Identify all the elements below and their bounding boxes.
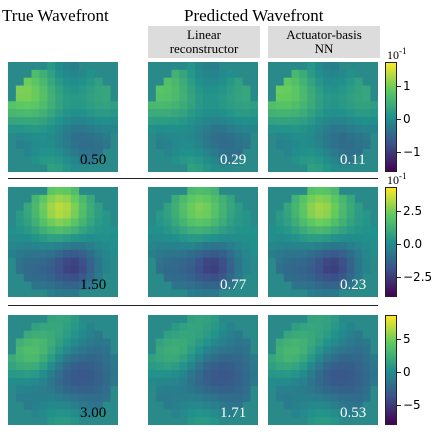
wavefront-panel-nn-row1 <box>268 62 378 172</box>
wavefront-panel-linear-row3 <box>148 315 258 425</box>
colorbar-exponent-row2: 10-1 <box>387 171 407 187</box>
row-separator-1 <box>8 178 378 179</box>
colorbar-tick-row1 <box>397 86 401 88</box>
true-wavefront-title: True Wavefront <box>2 6 109 25</box>
colorbar-tick-row3 <box>397 372 401 374</box>
error-value-true-row3: 3.00 <box>80 405 107 421</box>
colorbar-tick-row1 <box>397 119 401 121</box>
colorbar-tick-label-row1: −1 <box>403 145 421 160</box>
colorbar-tick-label-row1: 1 <box>403 79 411 94</box>
wavefront-panel-nn-row3 <box>268 315 378 425</box>
colorbar-tick-label-row2: 0.0 <box>403 237 423 252</box>
column-header-linear: Linear reconstructor <box>148 26 260 58</box>
colorbar-tick-label-row2: 2.5 <box>403 204 423 219</box>
colorbar-row2 <box>385 187 397 297</box>
colorbar-row3 <box>385 315 397 425</box>
column-header-nn: Actuator-basis NN <box>268 26 380 58</box>
error-value-linear-row2: 0.77 <box>220 277 247 293</box>
error-value-true-row2: 1.50 <box>80 277 107 293</box>
colorbar-row1 <box>385 62 397 172</box>
colorbar-tick-label-row3: 0 <box>403 365 411 380</box>
wavefront-panel-linear-row1 <box>148 62 258 172</box>
row-separator-2 <box>8 305 378 306</box>
error-value-linear-row3: 1.71 <box>220 405 247 421</box>
wavefront-panel-nn-row2 <box>268 187 378 297</box>
colorbar-tick-row3 <box>397 339 401 341</box>
colorbar-tick-label-row3: −5 <box>403 398 421 413</box>
wavefront-panel-true-row3 <box>8 315 118 425</box>
colorbar-tick-label-row1: 0 <box>403 112 411 127</box>
colorbar-tick-row1 <box>397 152 401 154</box>
error-value-nn-row3: 0.53 <box>340 405 367 421</box>
colorbar-tick-row3 <box>397 405 401 407</box>
error-value-linear-row1: 0.29 <box>220 152 247 168</box>
column-header-nn-label: Actuator-basis NN <box>286 27 362 56</box>
colorbar-tick-row2 <box>397 244 401 246</box>
error-value-true-row1: 0.50 <box>80 152 107 168</box>
wavefront-panel-true-row2 <box>8 187 118 297</box>
colorbar-tick-row2 <box>397 211 401 213</box>
colorbar-tick-label-row2: −2.5 <box>403 270 433 285</box>
column-header-linear-label: Linear reconstructor <box>169 27 239 56</box>
wavefront-panel-true-row1 <box>8 62 118 172</box>
error-value-nn-row2: 0.23 <box>340 277 367 293</box>
predicted-wavefront-title: Predicted Wavefront <box>184 6 324 25</box>
colorbar-tick-label-row3: 5 <box>403 332 411 347</box>
error-value-nn-row1: 0.11 <box>340 152 366 168</box>
colorbar-tick-row2 <box>397 277 401 279</box>
wavefront-panel-linear-row2 <box>148 187 258 297</box>
colorbar-exponent-row1: 10-1 <box>387 46 407 62</box>
